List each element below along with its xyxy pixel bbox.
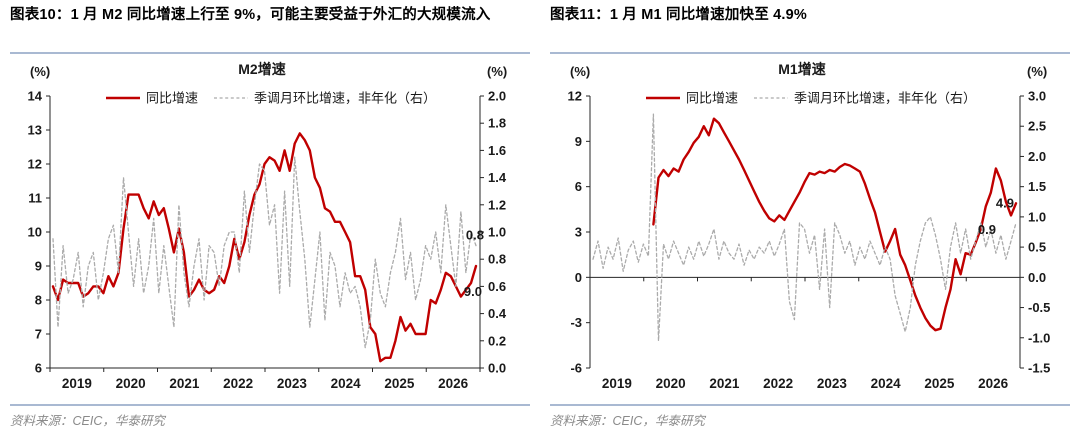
right-tick-label: 0.8 (488, 252, 506, 267)
right-tick-label: 0.2 (488, 333, 506, 348)
legend-label-yoy: 同比增速 (686, 91, 738, 106)
x-tick-label: 2025 (924, 376, 955, 391)
x-tick-label: 2022 (763, 376, 793, 391)
right-tick-label: -1.5 (1028, 361, 1050, 376)
right-tick-label: -1.0 (1028, 330, 1050, 345)
right-tick-label: 1.0 (488, 225, 506, 240)
left-tick-label: 12 (28, 157, 42, 172)
x-tick-label: 2019 (602, 376, 632, 391)
end-value-label: 0.9 (978, 222, 996, 237)
chart-title: M2增速 (238, 61, 285, 77)
x-tick-label: 2026 (438, 376, 469, 391)
left-tick-label: 3 (575, 225, 582, 240)
left-axis-unit: (%) (30, 64, 50, 79)
x-tick-label: 2024 (871, 376, 902, 391)
legend-label-mom: 季调月环比增速，非年化（右） (794, 91, 976, 106)
x-tick-label: 2024 (331, 376, 362, 391)
title-divider (10, 52, 530, 54)
right-axis-unit: (%) (1027, 64, 1047, 79)
right-tick-label: 1.0 (1028, 209, 1046, 224)
right-tick-label: 2.5 (1028, 119, 1046, 134)
source-note: 资料来源：CEIC，华泰研究 (550, 414, 705, 428)
left-tick-label: 14 (28, 89, 43, 104)
figure-title-m2: 图表10：1 月 M2 同比增速上行至 9%，可能主要受益于外汇的大规模流入 (10, 7, 491, 23)
right-tick-label: 2.0 (1028, 149, 1046, 164)
legend-label-yoy: 同比增速 (146, 91, 198, 106)
right-tick-label: 1.2 (488, 197, 506, 212)
left-tick-label: 13 (28, 123, 42, 138)
m1-growth-chart: M1增速 (%) (%) 12 9 6 3 0 -3 -6 3.0 2.5 2.0 1.5 1.0 0.5 0.… (568, 61, 1051, 391)
right-tick-label: 1.8 (488, 116, 506, 131)
x-tick-label: 2020 (116, 376, 146, 391)
left-tick-label: 10 (28, 225, 42, 240)
right-tick-label: -0.5 (1028, 300, 1050, 315)
x-tick-label: 2026 (978, 376, 1009, 391)
yoy-line (51, 132, 478, 363)
mom-sa-line (52, 156, 477, 349)
right-tick-label: 0.0 (488, 361, 506, 376)
right-tick-label: 0.5 (1028, 240, 1046, 255)
panel-m1: 图表11：1 月 M1 同比增速加快至 4.9% M1增速 (%) (%) 12 9 6 3… (540, 0, 1080, 439)
left-tick-label: 0 (575, 270, 582, 285)
right-tick-label: 0.4 (488, 306, 507, 321)
chart-title: M1增速 (778, 61, 825, 77)
left-tick-label: 6 (575, 179, 582, 194)
right-tick-label: 2.0 (488, 89, 506, 104)
x-tick-label: 2021 (709, 376, 740, 391)
x-tick-label: 2021 (169, 376, 200, 391)
x-tick-label: 2025 (384, 376, 415, 391)
right-tick-label: 1.5 (1028, 179, 1046, 194)
m2-growth-chart: M2增速 (%) (%) 14 13 12 11 10 9 8 7 6 2.0 1.8 1.6 1.4 1.2 1… (28, 61, 508, 391)
left-axis-unit: (%) (570, 64, 590, 79)
end-value-label: 9.0 (464, 284, 482, 299)
right-axis-unit: (%) (487, 64, 507, 79)
left-tick-label: 9 (575, 134, 582, 149)
left-tick-label: -6 (570, 361, 582, 376)
mom-sa-line (592, 113, 1017, 342)
yoy-line (652, 117, 1018, 332)
title-divider (550, 52, 1070, 54)
x-tick-label: 2022 (223, 376, 253, 391)
right-tick-label: 0.6 (488, 279, 506, 294)
left-tick-label: 7 (35, 327, 42, 342)
left-tick-label: -3 (570, 315, 582, 330)
footer-divider (550, 404, 1070, 406)
right-tick-label: 1.4 (488, 170, 507, 185)
left-tick-label: 12 (568, 89, 582, 104)
left-tick-label: 6 (35, 361, 42, 376)
x-tick-label: 2019 (62, 376, 92, 391)
x-tick-label: 2020 (656, 376, 686, 391)
panel-m2: 图表10：1 月 M2 同比增速上行至 9%，可能主要受益于外汇的大规模流入 M… (10, 7, 530, 428)
right-tick-label: 1.6 (488, 143, 506, 158)
figure-title-m1: 图表11：1 月 M1 同比增速加快至 4.9% (550, 7, 807, 23)
left-tick-label: 9 (35, 259, 42, 274)
right-tick-label: 3.0 (1028, 89, 1046, 104)
right-tick-label: 0.0 (1028, 270, 1046, 285)
left-tick-label: 11 (28, 191, 42, 206)
left-tick-label: 8 (35, 293, 42, 308)
source-note: 资料来源：CEIC，华泰研究 (10, 414, 165, 428)
legend-label-mom: 季调月环比增速，非年化（右） (254, 91, 436, 106)
footer-divider (10, 404, 530, 406)
x-tick-label: 2023 (277, 376, 308, 391)
end-value-label: 4.9 (996, 195, 1014, 210)
end-value-label: 0.8 (466, 228, 484, 243)
x-tick-label: 2023 (817, 376, 848, 391)
